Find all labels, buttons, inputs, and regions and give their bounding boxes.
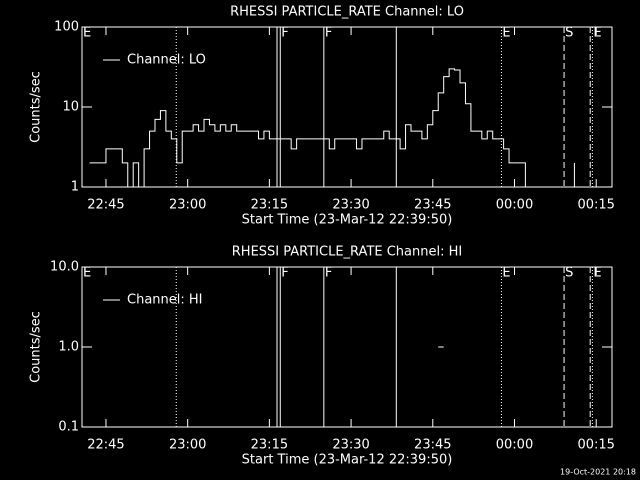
event-label: E: [502, 266, 510, 281]
x-tick-label: 22:45: [87, 198, 124, 213]
event-label: E: [83, 266, 91, 281]
y-tick-label: 1: [71, 180, 79, 195]
plot-frame: [81, 266, 613, 428]
event-label: E: [502, 26, 510, 41]
event-label: E: [83, 26, 91, 41]
y-tick-label: 1.0: [58, 340, 79, 355]
x-tick-label: 23:00: [169, 438, 206, 453]
x-tick-label: 23:15: [251, 198, 288, 213]
x-tick-label: 00:00: [496, 438, 533, 453]
y-tick-label: 10: [62, 100, 79, 115]
event-label: F: [281, 26, 288, 41]
event-label: E: [593, 266, 601, 281]
footer: 19-Oct-2021 20:18: [560, 468, 636, 477]
x-tick-label: 23:30: [332, 198, 369, 213]
event-label: F: [325, 26, 332, 41]
x-axis-label: Start Time (23-Mar-12 22:39:50): [242, 213, 453, 228]
chart-title: RHESSI PARTICLE_RATE Channel: LO: [230, 5, 464, 20]
legend-label: Channel: HI: [127, 293, 203, 308]
x-tick-label: 00:15: [577, 438, 614, 453]
x-tick-label: 22:45: [87, 438, 124, 453]
x-tick-label: 00:15: [577, 198, 614, 213]
x-tick-label: 23:00: [169, 198, 206, 213]
x-tick-label: 00:00: [496, 198, 533, 213]
event-label: E: [593, 26, 601, 41]
x-tick-label: 23:15: [251, 438, 288, 453]
event-label: S: [565, 266, 573, 281]
event-label: S: [565, 26, 573, 41]
y-tick-label: 10.0: [50, 260, 79, 275]
y-tick-label: 0.1: [58, 420, 79, 435]
x-tick-label: 23:45: [414, 198, 451, 213]
y-tick-label: 100: [54, 20, 79, 35]
y-axis-label: Counts/sec: [29, 71, 44, 143]
data-line: [90, 69, 591, 187]
chart-title: RHESSI PARTICLE_RATE Channel: HI: [232, 245, 462, 260]
x-axis-label: Start Time (23-Mar-12 22:39:50): [242, 453, 453, 468]
y-axis-label: Counts/sec: [29, 311, 44, 383]
plot-frame: [81, 26, 613, 188]
event-label: F: [325, 266, 332, 281]
event-label: F: [281, 266, 288, 281]
x-tick-label: 23:45: [414, 438, 451, 453]
legend-label: Channel: LO: [127, 53, 206, 68]
x-tick-label: 23:30: [332, 438, 369, 453]
